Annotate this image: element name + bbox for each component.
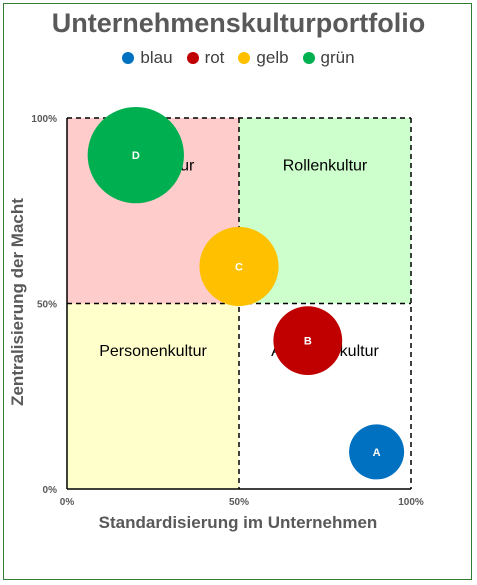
x-tick-label: 100% <box>398 497 424 508</box>
quadrant-personenkultur <box>67 303 239 489</box>
y-axis-label: Zentralisierung der Macht <box>8 198 27 406</box>
legend-label: gelb <box>256 48 289 67</box>
bubble-c <box>199 226 279 306</box>
legend-item: blau <box>122 48 173 68</box>
y-tick-label: 100% <box>31 114 57 125</box>
quadrant-label: Personenkultur <box>99 343 207 360</box>
chart-title: Unternehmenskulturportfolio <box>51 8 426 38</box>
legend: blau rot gelb grün <box>0 48 477 68</box>
legend-label: rot <box>204 48 225 67</box>
bubble-label: B <box>304 336 312 348</box>
legend-marker <box>238 52 251 64</box>
bubble-b <box>273 306 343 375</box>
legend-marker <box>122 52 135 64</box>
x-tick-label: 50% <box>229 497 249 508</box>
legend-marker <box>186 52 199 64</box>
legend-item: grün <box>302 48 355 68</box>
legend-item: rot <box>186 48 225 68</box>
bubble-a <box>349 424 405 480</box>
x-axis-label: Standardisierung im Unternehmen <box>99 513 378 532</box>
legend-label: blau <box>140 48 173 67</box>
x-tick-label: 0% <box>60 497 75 508</box>
legend-marker <box>302 52 315 64</box>
legend-label: grün <box>320 48 355 67</box>
legend-item: gelb <box>238 48 289 68</box>
bubble-label: C <box>235 261 243 273</box>
quadrant-label: Rollenkultur <box>283 157 368 174</box>
y-tick-label: 0% <box>43 485 58 496</box>
bubble-label: D <box>132 150 140 162</box>
y-tick-label: 50% <box>37 300 57 311</box>
bubble-d <box>87 106 184 204</box>
bubble-label: A <box>373 447 381 459</box>
